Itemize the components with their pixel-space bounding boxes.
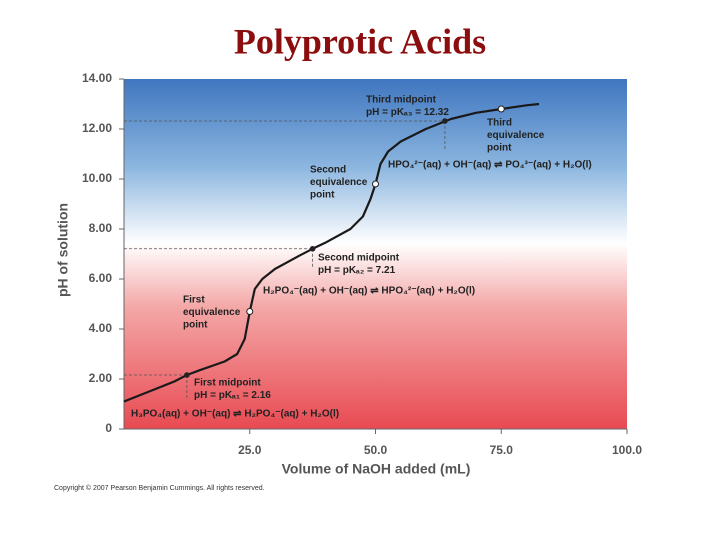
annotation: equivalence (487, 130, 545, 141)
y-tick-label: 12.00 (82, 121, 112, 135)
equivalence-marker (246, 308, 254, 315)
annotation: pH = pKₐ₃ = 12.32 (366, 107, 449, 118)
midpoint-marker (184, 372, 190, 378)
y-tick-label: 14.00 (82, 71, 112, 85)
x-tick-label: 100.0 (612, 443, 642, 457)
y-tick-label: 8.00 (89, 221, 113, 235)
x-tick-label: 50.0 (364, 443, 388, 457)
copyright: Copyright © 2007 Pearson Benjamin Cummin… (54, 484, 265, 492)
chart-title: Polyprotic Acids (234, 21, 486, 61)
annotation: Third (487, 118, 512, 129)
annotation: HPO₄²⁻(aq) + OH⁻(aq) ⇌ PO₄³⁻(aq) + H₂O(l… (388, 160, 592, 171)
equivalence-marker (497, 105, 505, 113)
y-axis-label: pH of solution (55, 203, 71, 297)
annotation: pH = pKₐ₂ = 7.21 (318, 265, 396, 276)
annotation: Third midpoint (366, 95, 437, 106)
y-tick-label: 0 (105, 421, 112, 435)
annotation: point (310, 190, 335, 201)
annotation: point (183, 320, 208, 331)
annotation: point (487, 143, 512, 154)
x-axis-label: Volume of NaOH added (mL) (282, 461, 471, 477)
y-tick-label: 4.00 (89, 321, 113, 335)
annotation: equivalence (310, 177, 368, 188)
annotation: Second midpoint (318, 253, 400, 264)
x-tick-label: 75.0 (490, 443, 514, 457)
annotation: Second (310, 165, 346, 176)
annotation: equivalence (183, 307, 241, 318)
annotation: H₂PO₄⁻(aq) + OH⁻(aq) ⇌ HPO₄²⁻(aq) + H₂O(… (263, 286, 475, 297)
annotation: First (183, 295, 205, 306)
midpoint-marker (442, 118, 448, 124)
y-tick-label: 2.00 (89, 371, 113, 385)
plot-background (124, 79, 627, 429)
x-tick-label: 25.0 (238, 443, 262, 457)
annotation: H₃PO₄(aq) + OH⁻(aq) ⇌ H₂PO₄⁻(aq) + H₂O(l… (131, 409, 339, 420)
annotation: pH = pKₐ₁ = 2.16 (194, 390, 271, 401)
y-tick-label: 10.00 (82, 171, 112, 185)
midpoint-marker (309, 245, 316, 252)
equivalence-marker (372, 180, 379, 188)
annotation: First midpoint (194, 378, 261, 389)
y-tick-label: 6.00 (89, 271, 113, 285)
